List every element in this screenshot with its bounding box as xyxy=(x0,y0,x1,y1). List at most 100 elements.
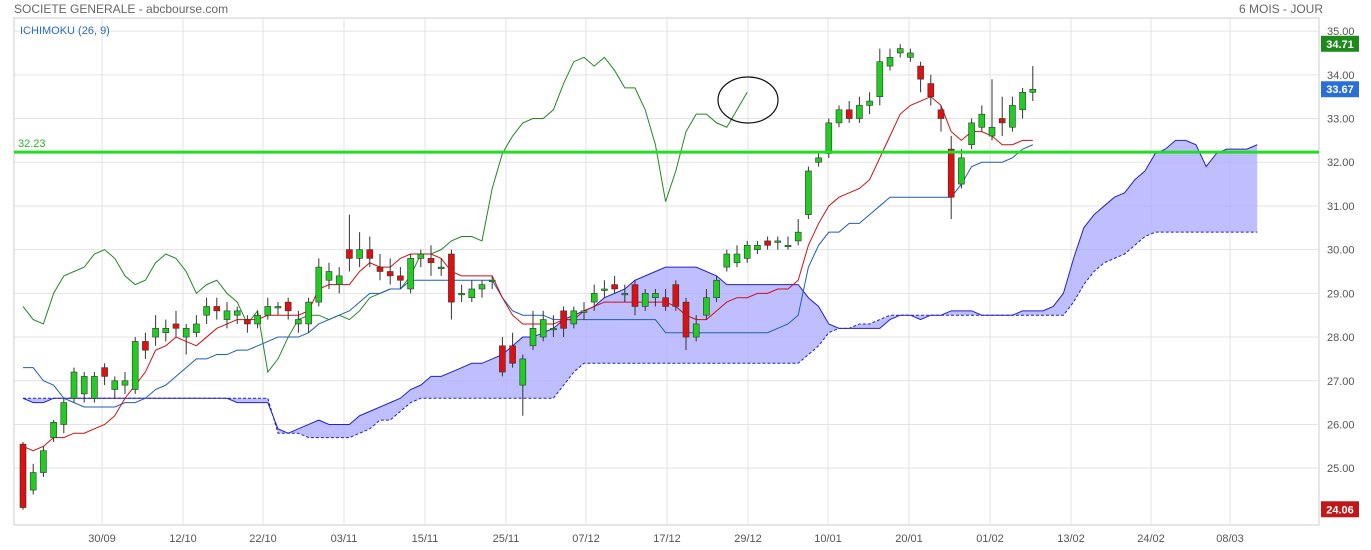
candle-body xyxy=(978,113,986,128)
candle xyxy=(856,96,863,123)
candle-body xyxy=(386,271,394,277)
senkou-span-a-line xyxy=(22,139,1258,434)
candle-body xyxy=(988,126,996,137)
candle xyxy=(213,297,221,320)
candle xyxy=(947,136,955,220)
candle-body xyxy=(621,293,629,296)
candle xyxy=(284,297,292,320)
x-tick-label: 07/12 xyxy=(572,533,600,545)
candle xyxy=(325,262,333,289)
candle-body xyxy=(958,157,965,185)
candle-body xyxy=(223,310,231,320)
candle xyxy=(621,284,629,303)
candle xyxy=(50,420,57,442)
period-label: 6 MOIS - JOUR xyxy=(1238,2,1323,16)
candle-body xyxy=(774,240,782,243)
candle-body xyxy=(193,323,200,333)
candle-body xyxy=(427,258,435,264)
candle-body xyxy=(50,421,57,438)
ichimoku-cloud xyxy=(22,139,1258,439)
candle-body xyxy=(325,271,333,281)
candle xyxy=(335,267,343,294)
y-tick-label: 30.00 xyxy=(1327,245,1355,257)
candle xyxy=(101,363,108,386)
candle xyxy=(60,398,68,434)
candle xyxy=(754,240,761,255)
x-tick-label: 12/10 xyxy=(169,533,197,545)
candle xyxy=(366,236,374,268)
candle xyxy=(845,101,853,123)
candle xyxy=(1029,66,1037,102)
candle xyxy=(733,245,741,268)
x-tick-label: 30/09 xyxy=(88,533,116,545)
candle-body xyxy=(284,301,292,312)
candle-body xyxy=(274,306,282,309)
candle-body xyxy=(488,279,496,283)
candle-body xyxy=(417,253,425,259)
candle-body xyxy=(60,402,68,425)
candle-body xyxy=(815,157,822,163)
candle xyxy=(29,463,37,495)
candle xyxy=(601,280,608,298)
candle-body xyxy=(794,231,802,242)
candle xyxy=(713,275,720,303)
y-tick-label: 26.00 xyxy=(1327,419,1355,431)
candle xyxy=(529,310,537,351)
candle xyxy=(356,232,363,268)
candle-body xyxy=(305,301,312,325)
candle xyxy=(182,323,190,355)
candle xyxy=(295,310,302,333)
candle-body xyxy=(937,109,945,119)
candle xyxy=(539,310,547,342)
x-tick-label: 01/02 xyxy=(976,533,1004,545)
candle xyxy=(580,302,588,320)
candle-body xyxy=(315,266,323,303)
candle xyxy=(70,367,78,403)
candle-body xyxy=(458,293,465,296)
candle-body xyxy=(182,328,190,338)
candle-body xyxy=(631,284,639,307)
candle xyxy=(652,288,659,307)
candle xyxy=(111,376,119,399)
candle-body xyxy=(662,297,669,307)
candle xyxy=(815,153,822,167)
candle xyxy=(550,315,557,338)
candle-body xyxy=(560,310,567,329)
price-badge-bg xyxy=(1321,81,1359,98)
candle xyxy=(958,149,965,189)
candle-body xyxy=(703,297,710,316)
candle-body xyxy=(407,258,414,290)
candle xyxy=(560,306,567,338)
candle xyxy=(509,332,516,368)
candle-body xyxy=(1019,92,1026,111)
chart-title: SOCIETE GENERALE - abcbourse.com xyxy=(14,2,229,16)
candle xyxy=(988,79,996,141)
candle-body xyxy=(713,279,720,299)
candle-body xyxy=(866,100,873,106)
candle-body xyxy=(478,284,486,290)
x-tick-label: 08/03 xyxy=(1216,533,1244,545)
candle-body xyxy=(29,472,37,491)
candle-body xyxy=(142,341,149,351)
senkou-span-b-line xyxy=(23,231,1258,439)
candle-body xyxy=(876,61,884,97)
candle-body xyxy=(499,345,506,373)
y-tick-label: 33.00 xyxy=(1327,114,1355,126)
candle-body xyxy=(754,244,761,250)
x-tick-label: 03/11 xyxy=(331,533,358,545)
annotation-circle xyxy=(717,76,779,124)
candle-body xyxy=(264,306,272,316)
candle xyxy=(519,354,527,416)
indicator-lines xyxy=(22,56,1033,452)
level-line-label: 32.23 xyxy=(18,138,46,150)
candle xyxy=(437,258,445,276)
candle-body xyxy=(590,293,598,303)
candle-body xyxy=(733,253,741,264)
candle-body xyxy=(886,57,894,67)
candle xyxy=(611,275,618,294)
candle xyxy=(244,315,251,333)
candle-body xyxy=(121,380,129,386)
candle-body xyxy=(784,244,792,248)
candle-body xyxy=(743,244,751,259)
candle-body xyxy=(907,52,914,58)
